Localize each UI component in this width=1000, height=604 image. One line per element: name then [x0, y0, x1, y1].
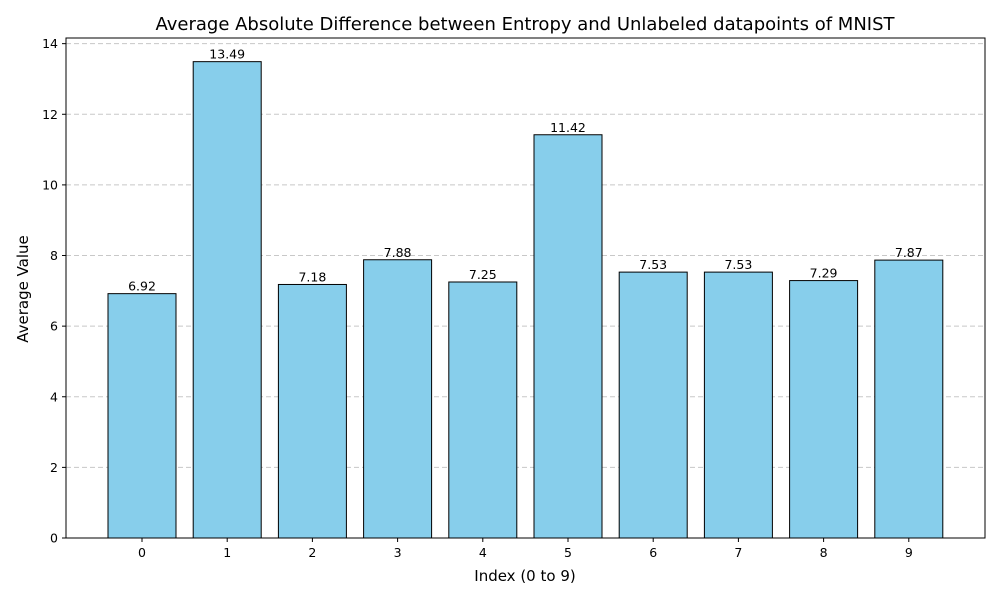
x-tick-label: 8 [820, 545, 828, 560]
chart-title: Average Absolute Difference between Entr… [155, 14, 895, 35]
y-tick-label: 6 [50, 319, 58, 334]
bar-value-label: 6.92 [128, 279, 156, 294]
bar [789, 280, 859, 539]
bar-value-label: 7.53 [724, 257, 752, 272]
bar [874, 259, 944, 539]
x-tick-label: 9 [905, 545, 913, 560]
bar [533, 134, 603, 539]
y-tick-label: 12 [42, 107, 58, 122]
x-axis-label: Index (0 to 9) [474, 567, 575, 585]
bar-value-label: 7.87 [895, 245, 923, 260]
bar [107, 293, 177, 539]
y-tick-label: 4 [50, 389, 58, 404]
y-axis-ticks: 0 2 4 6 8 10 12 14 [42, 36, 66, 546]
bar [277, 283, 347, 539]
bar [192, 61, 262, 539]
bar-value-label: 7.18 [298, 269, 326, 284]
bars [107, 61, 944, 539]
y-tick-label: 2 [50, 460, 58, 475]
bar-value-label: 7.88 [384, 245, 412, 260]
plot-frame [65, 37, 986, 539]
y-tick-label: 10 [42, 177, 58, 192]
bar-value-labels: 6.92 13.49 7.18 7.88 7.25 11.42 7.53 7.53 7.29 7.… [128, 47, 923, 294]
x-tick-label: 3 [394, 545, 402, 560]
x-tick-label: 0 [138, 545, 146, 560]
bar [448, 281, 518, 539]
bar-value-label: 11.42 [550, 120, 586, 135]
bar [703, 271, 773, 539]
x-tick-label: 1 [223, 545, 231, 560]
bar-value-label: 7.25 [469, 267, 497, 282]
bar-value-label: 7.53 [639, 257, 667, 272]
bar-value-label: 13.49 [209, 47, 245, 62]
y-axis-label: Average Value [14, 235, 32, 343]
x-tick-label: 5 [564, 545, 572, 560]
x-axis-ticks: 0 1 2 3 4 5 6 7 8 9 [138, 538, 913, 560]
y-tick-label: 0 [50, 531, 58, 546]
x-tick-label: 6 [649, 545, 657, 560]
y-tick-label: 8 [50, 248, 58, 263]
bar-value-label: 7.29 [810, 266, 838, 281]
bar [618, 271, 688, 539]
x-tick-label: 4 [479, 545, 487, 560]
x-tick-label: 7 [734, 545, 742, 560]
bar [363, 259, 433, 539]
y-tick-label: 14 [42, 36, 58, 51]
x-tick-label: 2 [308, 545, 316, 560]
